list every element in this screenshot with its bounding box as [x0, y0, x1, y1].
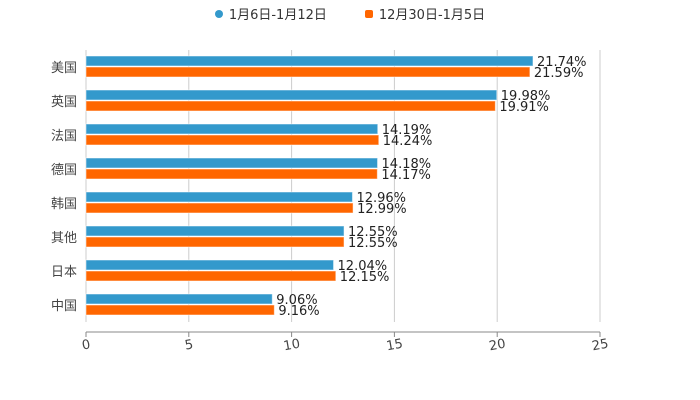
data-label: 21.59%: [534, 66, 584, 81]
data-label: 19.98%: [501, 89, 551, 104]
bar-2: [85, 168, 378, 180]
x-tick-label: 0: [81, 337, 92, 353]
category-label: 日本: [51, 265, 77, 280]
data-label: 19.91%: [499, 100, 549, 115]
bar-2: [85, 304, 275, 316]
data-label: 14.19%: [382, 123, 432, 138]
data-label: 9.06%: [276, 293, 317, 308]
bar-1: [85, 55, 534, 67]
chart-legend: 1月6日-1月12日 12月30日-1月5日: [0, 4, 700, 23]
bar-1: [85, 157, 379, 169]
bar-1: [85, 293, 273, 305]
data-label: 12.04%: [338, 259, 388, 274]
bar-1: [85, 89, 498, 101]
category-label: 法国: [51, 129, 77, 144]
bar-2: [85, 270, 337, 282]
bar-2: [85, 236, 345, 248]
bar-1: [85, 259, 335, 271]
legend-item-series-1[interactable]: 1月6日-1月12日: [214, 4, 327, 23]
bar-2: [85, 100, 496, 112]
bar-1: [85, 225, 345, 237]
x-tick-label: 15: [385, 337, 404, 355]
category-label: 中国: [51, 299, 77, 314]
legend-item-series-2[interactable]: 12月30日-1月5日: [364, 4, 486, 23]
bar-1: [85, 191, 353, 203]
bar-2: [85, 134, 380, 146]
data-label: 21.74%: [537, 55, 587, 70]
x-tick-label: 20: [488, 337, 507, 355]
bar-2: [85, 66, 531, 78]
legend-label-series-1: 1月6日-1月12日: [228, 8, 327, 23]
category-label: 其他: [51, 231, 77, 246]
x-tick-label: 10: [282, 337, 301, 355]
data-label: 14.17%: [381, 168, 431, 183]
category-label: 英国: [51, 95, 77, 110]
legend-marker-series-1: [214, 9, 223, 18]
legend-marker-series-2: [364, 9, 373, 18]
data-label: 14.18%: [382, 157, 432, 172]
category-label: 美国: [51, 61, 77, 76]
category-label: 德国: [51, 163, 77, 178]
category-label: 韩国: [51, 197, 77, 212]
x-tick-label: 5: [184, 337, 195, 353]
data-label: 12.96%: [356, 191, 406, 206]
data-label: 9.16%: [278, 304, 319, 319]
x-tick-label: 25: [591, 337, 610, 355]
data-label: 14.24%: [383, 134, 433, 149]
data-label: 12.15%: [340, 270, 390, 285]
bar-1: [85, 123, 379, 135]
data-label: 12.55%: [348, 236, 398, 251]
data-label: 12.55%: [348, 225, 398, 240]
data-label: 12.99%: [357, 202, 407, 217]
legend-label-series-2: 12月30日-1月5日: [378, 8, 486, 23]
bar-2: [85, 202, 354, 214]
